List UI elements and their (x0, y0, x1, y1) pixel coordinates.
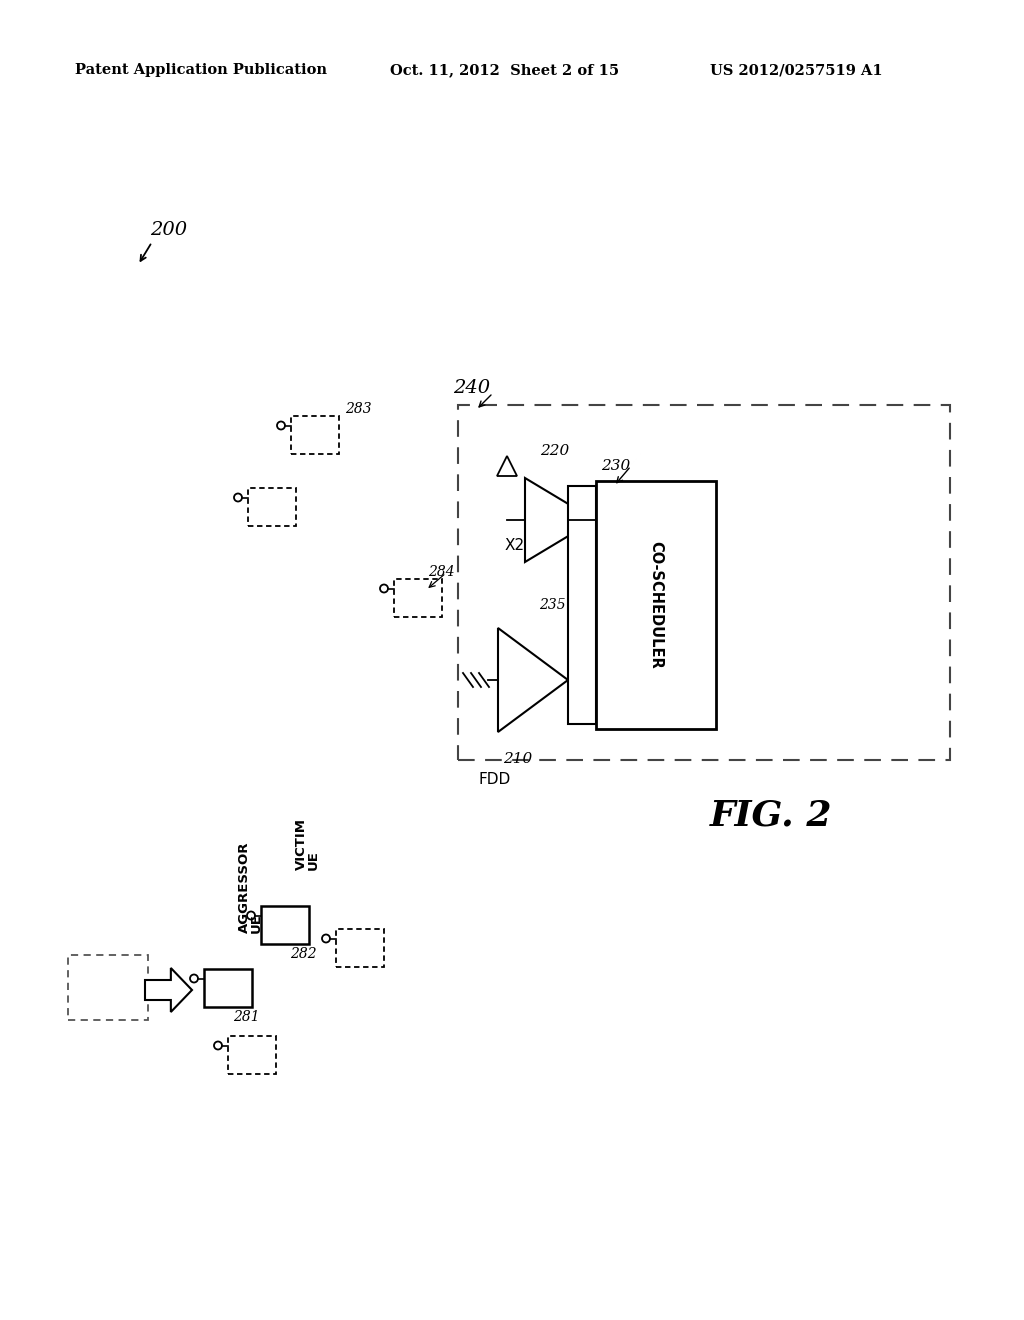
Bar (204, 969, 252, 1007)
Bar (291, 416, 339, 454)
Bar (68, 954, 148, 1020)
Bar (458, 405, 950, 760)
Text: AGGRESSOR
UE: AGGRESSOR UE (238, 842, 263, 933)
Text: 235: 235 (540, 598, 566, 612)
Polygon shape (498, 628, 568, 733)
Text: X2: X2 (505, 537, 525, 553)
Bar (248, 488, 296, 525)
Text: Patent Application Publication: Patent Application Publication (75, 63, 327, 77)
Polygon shape (497, 455, 517, 477)
Text: 282: 282 (290, 946, 316, 961)
Bar (596, 480, 716, 729)
Bar (261, 906, 309, 944)
Bar (336, 929, 384, 968)
Text: 220: 220 (540, 444, 569, 458)
Text: VICTIM
UE: VICTIM UE (295, 818, 319, 870)
Text: 283: 283 (345, 403, 372, 416)
Text: FDD: FDD (478, 772, 510, 787)
Text: 240: 240 (453, 379, 490, 397)
Text: 281: 281 (233, 1010, 260, 1024)
Text: CO-SCHEDULER: CO-SCHEDULER (648, 541, 664, 669)
Text: 210: 210 (503, 752, 532, 766)
Text: 284: 284 (428, 565, 455, 579)
Bar (568, 486, 596, 723)
Text: 230: 230 (601, 459, 630, 473)
Text: Oct. 11, 2012  Sheet 2 of 15: Oct. 11, 2012 Sheet 2 of 15 (390, 63, 620, 77)
Text: 200: 200 (150, 220, 187, 239)
Text: FIG. 2: FIG. 2 (710, 799, 833, 832)
Polygon shape (145, 968, 193, 1012)
Bar (394, 579, 442, 616)
Bar (228, 1036, 276, 1074)
Polygon shape (525, 478, 595, 562)
Text: US 2012/0257519 A1: US 2012/0257519 A1 (710, 63, 883, 77)
